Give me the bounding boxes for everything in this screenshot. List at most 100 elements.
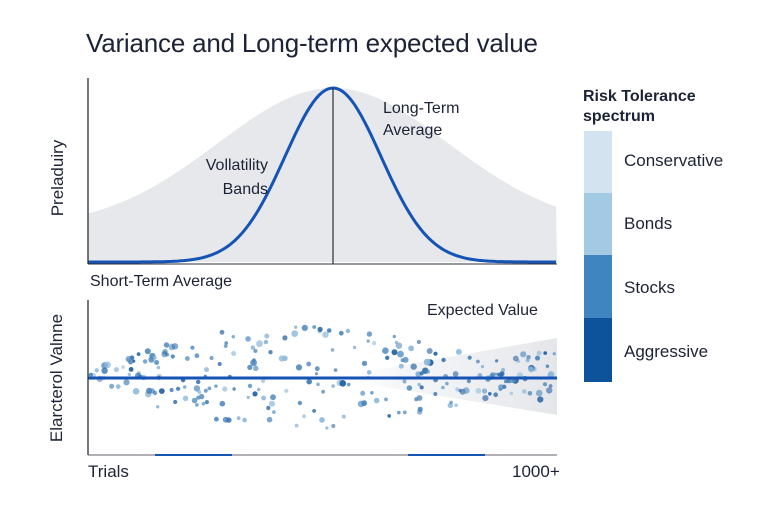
scatter-point [201,401,206,406]
scatter-point [261,395,266,401]
scatter-point [284,388,289,393]
scatter-point [501,368,506,372]
scatter-point [481,388,488,394]
scatter-point [402,356,409,363]
scatter-point [250,345,255,350]
scatter-point [161,351,168,358]
scatter-point [123,379,130,386]
legend-label-stocks: Stocks [624,278,676,297]
scatter-point [219,400,226,407]
trials-end-label: 1000+ [512,462,560,481]
scatter-point [127,372,131,377]
scatter-point [207,386,212,391]
scatter-point [360,390,366,396]
scatter-point [256,387,261,392]
scatter-point [392,334,396,339]
scatter-point [170,354,175,359]
scatter-point [104,361,111,369]
scatter-point [433,392,438,396]
scatter-point [331,423,336,429]
scatter-point [398,363,404,369]
scatter-point [322,331,329,338]
scatter-point [156,365,161,370]
scatter-point [319,417,325,423]
scatter-point [449,400,453,405]
bottom-y-axis-label: Elarcterol Valnne [47,313,66,443]
scatter-point [195,403,199,407]
scatter-point [196,379,201,385]
scatter-point [193,385,201,392]
scatter-point [295,364,303,371]
scatter-point [397,410,401,415]
scatter-point [452,371,459,377]
scatter-point [325,426,329,430]
scatter-point [291,330,299,337]
scatter-point [232,387,236,391]
scatter-point [333,368,338,372]
scatter-point [302,414,306,419]
scatter-point [445,381,449,386]
legend-swatch-aggressive [584,318,612,382]
scatter-point [250,359,257,367]
scatter-point [219,329,225,335]
scatter-point [312,409,316,413]
scatter-point [455,348,462,355]
scatter-point [314,372,319,376]
scatter-point [495,359,499,363]
scatter-point [361,400,367,407]
scatter-point [301,324,308,331]
scatter-point [190,345,195,350]
scatter-point [543,382,547,387]
scatter-point [252,391,258,397]
scatter-point [198,393,205,400]
scatter-point [203,388,208,393]
scatter-point [384,397,388,402]
scatter-point [490,372,495,377]
scatter-point [231,351,237,356]
scatter-point [366,331,373,337]
scatter-point [266,406,271,411]
scatter-point [266,416,273,423]
scatter-point [153,356,157,360]
scatter-point [493,392,499,398]
scatter-point [537,396,544,403]
scatter-point [494,372,498,376]
scatter-point [191,397,198,404]
scatter-point [223,344,228,348]
scatter-point [245,336,251,342]
scatter-point [109,383,115,389]
convergence-chart [87,300,557,456]
scatter-point [417,406,423,412]
scatter-point [341,414,346,419]
scatter-point [458,388,462,393]
scatter-point [173,399,178,405]
scatter-point [499,371,505,377]
scatter-point [306,361,312,367]
scatter-point [247,383,253,389]
scatter-point [272,410,276,414]
scatter-point [385,355,390,360]
scatter-point [546,387,553,394]
scatter-point [171,343,179,350]
scatter-point [264,333,270,339]
scatter-point [115,384,121,389]
scatter-point [253,348,258,353]
legend-label-bonds: Bonds [624,214,673,233]
scatter-point [314,366,320,372]
scatter-point [433,351,438,356]
scatter-point [373,397,380,404]
top-y-axis-label: Preladuiry [48,139,67,217]
scatter-point [316,382,320,387]
scatter-point [214,384,218,388]
volatility-bands-label: Vollatility Bands [205,157,268,198]
scatter-point [416,340,421,344]
legend-label-conservative: Conservative [624,151,724,170]
scatter-point [366,370,372,375]
scatter-point [253,365,259,372]
scatter-point [163,342,170,348]
scatter-point [522,389,527,394]
scatter-point [543,351,547,355]
scatter-point [475,388,482,394]
scatter-point [247,364,253,370]
scatter-point [268,350,273,355]
